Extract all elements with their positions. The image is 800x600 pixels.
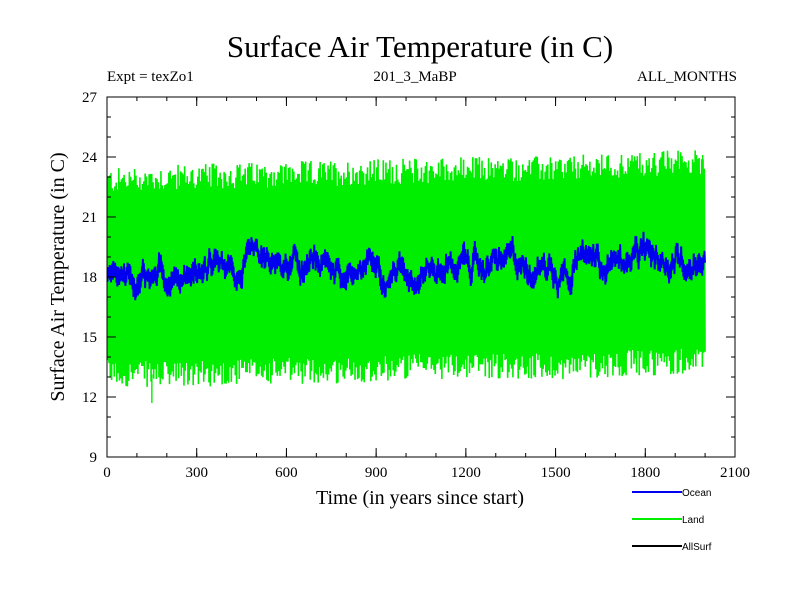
x-tick-label: 0 bbox=[103, 465, 111, 481]
legend: Ocean Land AllSurf bbox=[632, 488, 712, 553]
axes: 0 300 600 900 1200 1500 1800 2100 9 12 15 18 21 24 27 bbox=[82, 90, 750, 481]
x-tick-label: 1200 bbox=[451, 465, 481, 481]
x-tick-label: 600 bbox=[275, 465, 298, 481]
period-label: ALL_MONTHS bbox=[637, 69, 737, 85]
y-axis-label: Surface Air Temperature (in C) bbox=[47, 152, 69, 401]
x-tick-label: 1800 bbox=[630, 465, 660, 481]
y-tick-label: 15 bbox=[82, 330, 97, 346]
series-layer bbox=[107, 150, 706, 403]
legend-label-land: Land bbox=[682, 515, 704, 526]
x-tick-label: 2100 bbox=[720, 465, 750, 481]
x-tick-label: 1500 bbox=[541, 465, 571, 481]
y-tick-label: 21 bbox=[82, 210, 97, 226]
legend-label-ocean: Ocean bbox=[682, 488, 711, 499]
y-tick-label: 9 bbox=[90, 450, 98, 466]
y-tick-label: 12 bbox=[82, 390, 97, 406]
expt-label: Expt = texZo1 bbox=[107, 69, 194, 85]
x-tick-label: 900 bbox=[365, 465, 388, 481]
legend-label-allsurf: AllSurf bbox=[682, 542, 712, 553]
y-tick-label: 27 bbox=[82, 90, 98, 106]
x-tick-label: 300 bbox=[185, 465, 208, 481]
plot-area bbox=[106, 96, 736, 458]
x-axis-label: Time (in years since start) bbox=[316, 487, 524, 509]
run-label: 201_3_MaBP bbox=[373, 69, 456, 85]
chart-title: Surface Air Temperature (in C) bbox=[227, 29, 613, 64]
y-tick-label: 18 bbox=[82, 270, 97, 286]
y-tick-label: 24 bbox=[82, 150, 98, 166]
series-ocean-line bbox=[107, 231, 706, 301]
